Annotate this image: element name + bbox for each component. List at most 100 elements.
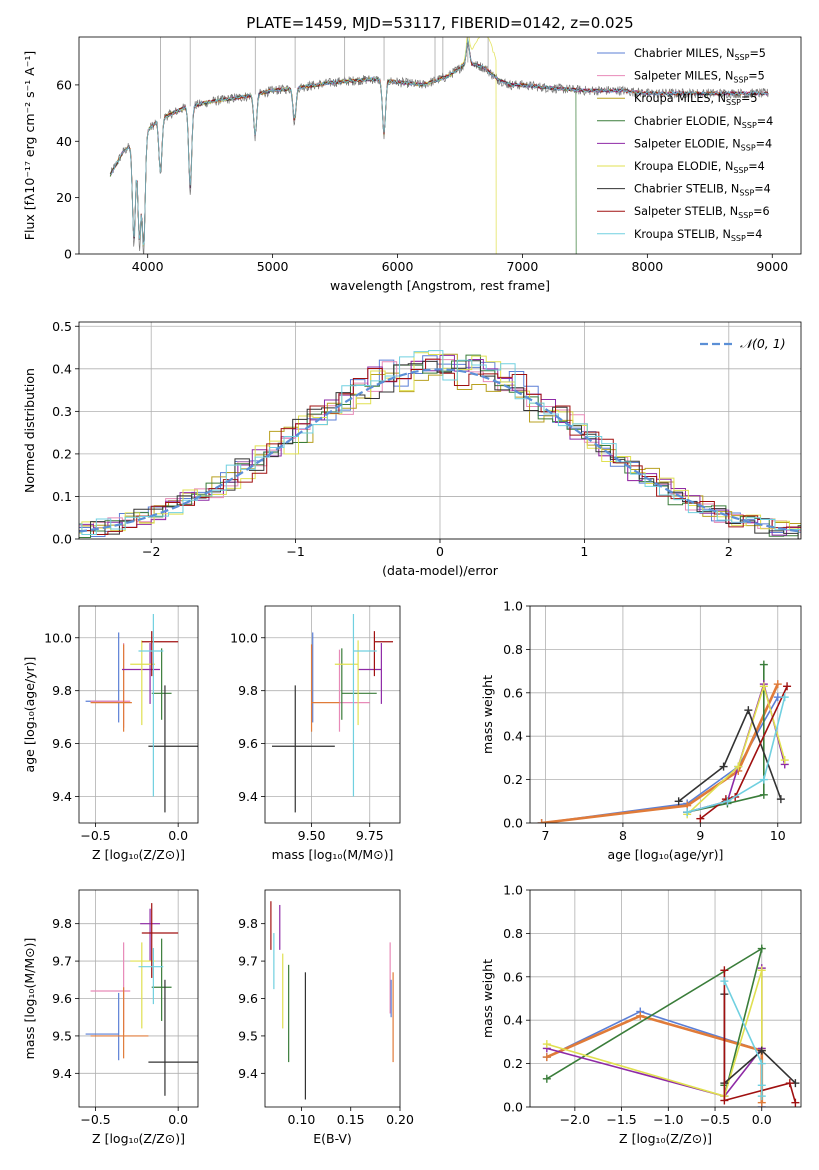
y-tick-label: 0.6 (503, 685, 523, 700)
mass-vs-EBV-panel: 0.10 0.15 0.20 9.4 9.5 9.6 9.7 9.8 E(B-V) (238, 889, 414, 1146)
legend-entry: Kroupa MILES, NSSP=5 (634, 92, 757, 107)
x-tick-label: 10 (770, 828, 786, 843)
x-tick-label: 1 (580, 544, 588, 559)
errorbars (270, 901, 394, 1100)
x-tick-label: 0.10 (288, 1112, 316, 1127)
errorbar-point (121, 643, 160, 704)
weight-marker (636, 1011, 645, 1020)
weight-marker (759, 790, 768, 799)
residuals-panel: −2 −1 0 1 2 0.0 0.1 0.2 0.3 0.4 0.5 (data-model)/er… (22, 319, 802, 578)
legend-entry: Chabrier ELODIE, NSSP=4 (634, 115, 773, 130)
x-tick-label: 4000 (132, 259, 164, 274)
weight-marker (542, 1040, 551, 1049)
x-tick-label: 0.0 (752, 1112, 772, 1127)
y-tick-label: 9.4 (238, 789, 258, 804)
weight-marker (734, 762, 743, 771)
errorbar-point (271, 685, 335, 813)
plot-frame (264, 605, 401, 824)
histogram-step (79, 358, 801, 538)
errorbar-point (358, 643, 382, 704)
model-spectrum-line (110, 40, 769, 244)
weight-marker (773, 693, 782, 702)
weight-series-line (678, 708, 782, 802)
legend-entry: Salpeter STELIB, NSSP=6 (634, 205, 770, 220)
errorbar-point (141, 903, 179, 978)
plot-frame (78, 36, 802, 255)
weight-vs-age-panel: 7 8 9 10 0.0 0.2 0.4 0.6 0.8 1.0 age [log₁₀(age/yr… (480, 599, 802, 862)
weight-series-line (686, 683, 786, 815)
y-tick-label: 0.4 (503, 729, 523, 744)
x-tick-label: 2 (725, 544, 733, 559)
y-tick-label: 40 (56, 134, 72, 149)
age-vs-mass-panel: 9.50 9.75 9.4 9.6 9.8 10.0 mass [log₁₀(M/M⊙)] (230, 605, 401, 862)
weight-marker (757, 1059, 766, 1068)
plot-frame (529, 605, 802, 824)
spectrum-panel: 4000 5000 6000 7000 8000 9000 0 20 40 60 wavelengt… (22, 14, 802, 293)
legend-entry: Salpeter ELODIE, NSSP=4 (634, 137, 772, 152)
model-spectrum-line (109, 37, 497, 254)
x-tick-label: −0.5 (80, 1112, 110, 1127)
plot-frame (78, 889, 199, 1108)
legend: Chabrier MILES, NSSP=5 Salpeter MILES, NS… (597, 47, 773, 243)
y-tick-label: 9.4 (52, 789, 72, 804)
y-tick-label: 0.2 (503, 1056, 523, 1071)
weight-marker (791, 1098, 800, 1107)
weight-marker (759, 660, 768, 669)
y-tick-label: 9.7 (52, 954, 72, 969)
weight-marker (759, 682, 768, 691)
y-tick-label: 0.0 (52, 532, 72, 547)
errorbar-point (90, 987, 149, 1059)
errorbar-point (141, 631, 179, 677)
chart-title: PLATE=1459, MJD=53117, FIBERID=0142, z=0… (246, 14, 633, 32)
y-tick-label: 0.0 (503, 1100, 523, 1115)
y-axis-label: mass [log₁₀(M/M⊙)] (22, 938, 37, 1060)
y-tick-label: 9.8 (52, 916, 72, 931)
weight-marker (776, 795, 785, 804)
x-tick-label: −1 (286, 544, 304, 559)
errorbar-point (85, 992, 120, 1061)
model-spectrum-line (110, 39, 769, 246)
errorbars (271, 613, 394, 813)
weight-series-line (546, 946, 764, 1097)
plot-frame (78, 605, 199, 824)
legend-entry: Salpeter MILES, NSSP=5 (634, 70, 765, 85)
y-tick-label: 9.7 (238, 954, 258, 969)
spectrum-lines (109, 37, 769, 254)
errorbar-point (90, 644, 132, 732)
weight-series-line (687, 664, 765, 813)
legend-entry: Kroupa STELIB, NSSP=4 (634, 228, 762, 243)
x-tick-label: −0.5 (80, 828, 110, 843)
model-spectrum-line (109, 41, 577, 254)
y-tick-label: 9.4 (52, 1066, 72, 1081)
weight-vs-Z-panel: −2.0 −1.5 −1.0 −0.5 0.0 0.0 0.2 0.4 0.6 0.8 1.0 Z [… (480, 883, 802, 1146)
weight-marker (757, 1081, 766, 1090)
x-tick-label: 9.75 (356, 828, 384, 843)
x-tick-label: 8000 (631, 259, 663, 274)
y-tick-label: 0.3 (52, 404, 72, 419)
weight-lines (537, 660, 792, 823)
y-tick-label: 9.6 (238, 736, 258, 751)
x-axis-label: E(B-V) (313, 1131, 352, 1146)
legend-entry: Chabrier MILES, NSSP=5 (634, 47, 766, 62)
errorbar-point (334, 640, 359, 726)
y-tick-label: 0.1 (52, 489, 72, 504)
weight-marker (757, 1092, 766, 1101)
x-tick-label: −2 (142, 544, 160, 559)
histogram-step (79, 350, 801, 535)
x-axis-label: age [log₁₀(age/yr)] (608, 847, 724, 862)
weight-marker (744, 706, 753, 715)
x-tick-label: 7 (542, 828, 550, 843)
plot-frame (264, 889, 401, 1108)
weight-marker (542, 1053, 551, 1062)
weight-marker (757, 966, 766, 975)
errorbar-point (373, 631, 394, 677)
weight-marker (720, 977, 729, 986)
y-tick-label: 1.0 (503, 883, 523, 898)
y-tick-label: 0.8 (503, 642, 523, 657)
errorbar-point (151, 648, 172, 720)
y-tick-label: 9.4 (238, 1066, 258, 1081)
weight-marker (683, 808, 692, 817)
y-axis-label: age [log₁₀(age/yr)] (22, 657, 37, 773)
x-axis-label: Z [log₁₀(Z/Z⊙)] (92, 1131, 185, 1146)
errorbar-point (338, 649, 370, 732)
